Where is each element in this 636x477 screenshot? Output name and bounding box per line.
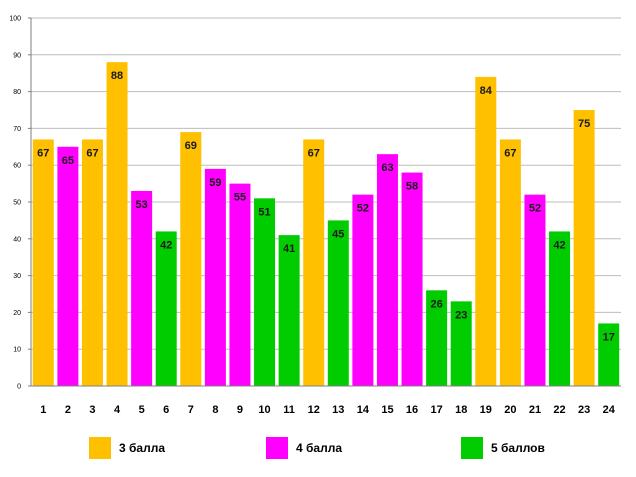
x-tick-label-4: 4 [114, 404, 121, 416]
data-label-18: 23 [455, 309, 467, 321]
x-tick-label-1: 1 [40, 404, 46, 416]
data-label-15: 63 [381, 162, 393, 174]
bars [32, 62, 620, 386]
x-tick-label-15: 15 [381, 404, 393, 416]
bar-19 [475, 76, 497, 386]
y-tick-label-30: 30 [13, 273, 21, 280]
x-tick-label-7: 7 [188, 404, 194, 416]
bar-9 [229, 183, 251, 386]
data-label-12: 67 [308, 147, 320, 159]
y-tick-label-100: 100 [9, 16, 21, 23]
bar-13 [327, 220, 349, 386]
x-axis: 1 2 3 4 5 6 7 8 9 10 11 12 13 14 15 16 17 18 19 20 21 22 23 24 [31, 385, 621, 416]
x-tick-label-9: 9 [237, 404, 243, 416]
data-label-2: 65 [62, 155, 74, 167]
x-tick-label-13: 13 [332, 404, 344, 416]
data-label-6: 42 [160, 239, 172, 251]
bar-18 [450, 301, 472, 386]
x-tick-label-21: 21 [529, 404, 541, 416]
data-label-14: 52 [357, 203, 369, 215]
x-tick-label-2: 2 [65, 404, 71, 416]
data-label-7: 69 [185, 140, 197, 152]
y-tick-label-20: 20 [13, 310, 21, 317]
data-label-17: 26 [431, 298, 443, 310]
data-label-23: 75 [578, 118, 590, 130]
legend-item-3: 3 балла [89, 436, 165, 460]
bar-6 [155, 231, 177, 386]
bar-22 [549, 231, 571, 386]
x-tick-label-24: 24 [603, 404, 616, 416]
y-tick-label-0: 0 [17, 384, 21, 391]
data-labels: 67 65 67 88 53 42 69 59 55 51 41 67 45 52 63 58 26 23 84 67… [37, 70, 615, 343]
data-label-4: 88 [111, 70, 123, 82]
y-tick-label-80: 80 [13, 89, 21, 96]
bar-5 [131, 190, 153, 386]
bar-4 [106, 62, 128, 386]
bar-17 [426, 290, 448, 386]
data-label-21: 52 [529, 203, 541, 215]
x-tick-label-8: 8 [212, 404, 218, 416]
bar-15 [376, 154, 398, 386]
data-label-13: 45 [332, 228, 344, 240]
bar-16 [401, 172, 423, 386]
x-tick-label-12: 12 [308, 404, 320, 416]
bar-14 [352, 194, 374, 386]
bar-7 [180, 132, 202, 386]
data-label-3: 67 [86, 147, 98, 159]
x-tick-label-18: 18 [455, 404, 467, 416]
x-tick-label-10: 10 [258, 404, 270, 416]
legend-swatch-5 [461, 437, 483, 459]
legend-label-5: 5 баллов [491, 441, 545, 455]
x-tick-label-23: 23 [578, 404, 590, 416]
y-axis: 0 10 20 30 40 50 60 70 80 90 100 [9, 16, 32, 391]
x-tick-label-14: 14 [357, 404, 370, 416]
data-label-24: 17 [603, 331, 615, 343]
x-tick-label-20: 20 [504, 404, 516, 416]
bar-20 [499, 139, 521, 386]
bar-1 [32, 139, 54, 386]
data-label-5: 53 [136, 199, 148, 211]
x-tick-label-11: 11 [283, 404, 295, 416]
bar-2 [57, 146, 79, 386]
data-label-9: 55 [234, 192, 246, 204]
y-tick-label-90: 90 [13, 52, 21, 59]
x-tick-label-19: 19 [480, 404, 492, 416]
x-tick-label-5: 5 [139, 404, 145, 416]
x-tick-label-17: 17 [431, 404, 443, 416]
data-label-1: 67 [37, 147, 49, 159]
legend-label-3: 3 балла [119, 441, 166, 455]
data-label-20: 67 [504, 147, 516, 159]
bar-3 [81, 139, 103, 386]
data-label-10: 51 [258, 206, 270, 218]
bar-10 [254, 198, 276, 386]
bar-21 [524, 194, 546, 386]
y-tick-label-70: 70 [13, 126, 21, 133]
bar-24 [598, 323, 620, 386]
x-tick-label-3: 3 [89, 404, 95, 416]
y-tick-label-60: 60 [13, 163, 21, 170]
x-tick-label-6: 6 [163, 404, 169, 416]
bar-12 [303, 139, 325, 386]
bar-8 [204, 168, 226, 386]
legend-label-4: 4 балла [296, 441, 343, 455]
y-tick-label-10: 10 [13, 347, 21, 354]
legend-swatch-4 [266, 437, 288, 459]
bar-23 [573, 110, 595, 386]
data-label-19: 84 [480, 85, 493, 97]
x-tick-label-22: 22 [553, 404, 565, 416]
legend-item-5: 5 баллов [461, 436, 545, 460]
bar-11 [278, 235, 300, 386]
x-tick-label-16: 16 [406, 404, 418, 416]
data-label-11: 41 [283, 243, 295, 255]
gridlines [31, 17, 621, 387]
data-label-8: 59 [209, 177, 221, 189]
data-label-22: 42 [553, 239, 565, 251]
data-label-16: 58 [406, 181, 418, 193]
legend-item-4: 4 балла [266, 436, 342, 460]
y-tick-label-50: 50 [13, 200, 21, 207]
legend-swatch-3 [89, 437, 111, 459]
y-tick-label-40: 40 [13, 236, 21, 243]
